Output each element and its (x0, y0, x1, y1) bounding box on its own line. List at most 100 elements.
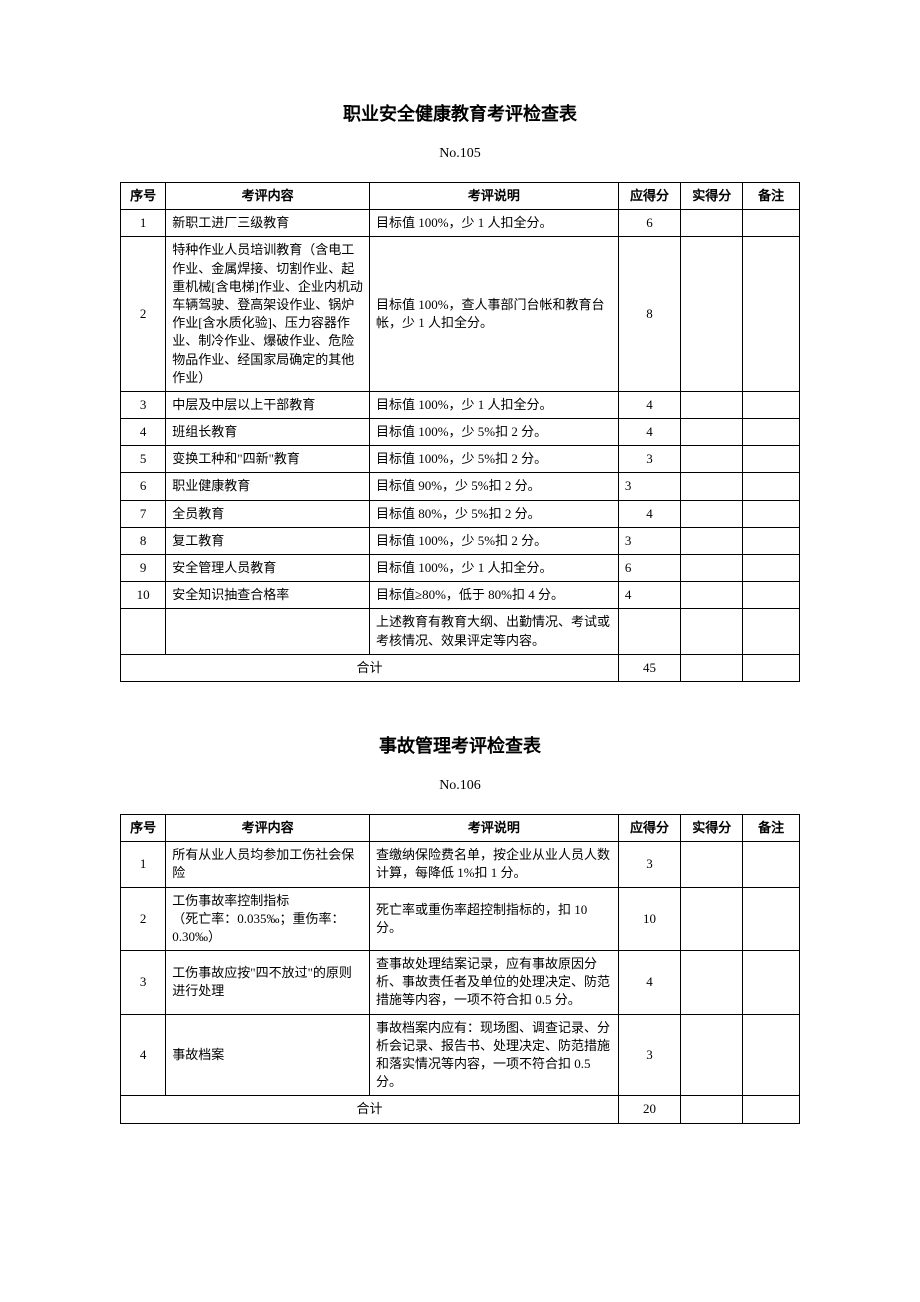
table-1-header-row: 序号 考评内容 考评说明 应得分 实得分 备注 (121, 183, 800, 210)
desc-cell: 目标值 90%，少 5%扣 2 分。 (369, 473, 618, 500)
note-cell (743, 609, 800, 654)
col-seq-header: 序号 (121, 814, 166, 841)
seq-cell: 5 (121, 446, 166, 473)
content-cell (166, 609, 370, 654)
desc-cell: 查缴纳保险费名单，按企业从业人员人数计算，每降低 1%扣 1 分。 (369, 842, 618, 887)
content-cell: 事故档案 (166, 1014, 370, 1096)
seq-cell: 2 (121, 237, 166, 392)
score-cell: 4 (618, 582, 680, 609)
desc-cell: 死亡率或重伤率超控制指标的，扣 10 分。 (369, 887, 618, 951)
content-cell: 新职工进厂三级教育 (166, 210, 370, 237)
content-cell: 职业健康教育 (166, 473, 370, 500)
seq-cell: 7 (121, 500, 166, 527)
table-row: 4事故档案事故档案内应有：现场图、调查记录、分析会记录、报告书、处理决定、防范措… (121, 1014, 800, 1096)
desc-cell: 目标值 80%，少 5%扣 2 分。 (369, 500, 618, 527)
actual-cell (681, 527, 743, 554)
total-note (743, 1096, 800, 1123)
table-row: 3工伤事故应按"四不放过"的原则进行处理查事故处理结案记录，应有事故原因分析、事… (121, 951, 800, 1015)
table-2-title: 事故管理考评检查表 (120, 732, 800, 758)
table-row: 5变换工种和"四新"教育目标值 100%，少 5%扣 2 分。3 (121, 446, 800, 473)
score-cell: 8 (618, 237, 680, 392)
seq-cell: 1 (121, 842, 166, 887)
table-row: 7全员教育目标值 80%，少 5%扣 2 分。4 (121, 500, 800, 527)
table-1: 序号 考评内容 考评说明 应得分 实得分 备注 1新职工进厂三级教育目标值 10… (120, 182, 800, 682)
actual-cell (681, 842, 743, 887)
content-cell: 变换工种和"四新"教育 (166, 446, 370, 473)
table-2-total-row: 合计 20 (121, 1096, 800, 1123)
table-row: 9安全管理人员教育目标值 100%，少 1 人扣全分。6 (121, 555, 800, 582)
score-cell: 3 (618, 473, 680, 500)
note-cell (743, 391, 800, 418)
score-cell: 6 (618, 555, 680, 582)
table-1-body: 1新职工进厂三级教育目标值 100%，少 1 人扣全分。62特种作业人员培训教育… (121, 210, 800, 655)
score-cell: 4 (618, 391, 680, 418)
actual-cell (681, 237, 743, 392)
table-row: 8复工教育目标值 100%，少 5%扣 2 分。3 (121, 527, 800, 554)
col-seq-header: 序号 (121, 183, 166, 210)
score-cell: 3 (618, 446, 680, 473)
actual-cell (681, 609, 743, 654)
desc-cell: 目标值 100%，少 1 人扣全分。 (369, 391, 618, 418)
actual-cell (681, 951, 743, 1015)
col-desc-header: 考评说明 (369, 183, 618, 210)
desc-cell: 目标值 100%，少 5%扣 2 分。 (369, 446, 618, 473)
actual-cell (681, 582, 743, 609)
note-cell (743, 1014, 800, 1096)
note-cell (743, 473, 800, 500)
col-note-header: 备注 (743, 183, 800, 210)
table-1-title: 职业安全健康教育考评检查表 (120, 100, 800, 126)
total-label: 合计 (121, 654, 619, 681)
actual-cell (681, 887, 743, 951)
desc-cell: 事故档案内应有：现场图、调查记录、分析会记录、报告书、处理决定、防范措施和落实情… (369, 1014, 618, 1096)
actual-cell (681, 419, 743, 446)
col-score-header: 应得分 (618, 183, 680, 210)
table-row: 3中层及中层以上干部教育目标值 100%，少 1 人扣全分。4 (121, 391, 800, 418)
total-actual (681, 654, 743, 681)
content-cell: 复工教育 (166, 527, 370, 554)
actual-cell (681, 500, 743, 527)
score-cell: 10 (618, 887, 680, 951)
score-cell: 3 (618, 842, 680, 887)
content-cell: 班组长教育 (166, 419, 370, 446)
table-row: 10安全知识抽查合格率目标值≥80%，低于 80%扣 4 分。4 (121, 582, 800, 609)
score-cell: 3 (618, 1014, 680, 1096)
content-cell: 安全知识抽查合格率 (166, 582, 370, 609)
content-cell: 工伤事故应按"四不放过"的原则进行处理 (166, 951, 370, 1015)
table-2: 序号 考评内容 考评说明 应得分 实得分 备注 1所有从业人员均参加工伤社会保险… (120, 814, 800, 1124)
total-note (743, 654, 800, 681)
table-row: 1新职工进厂三级教育目标值 100%，少 1 人扣全分。6 (121, 210, 800, 237)
seq-cell: 10 (121, 582, 166, 609)
content-cell: 所有从业人员均参加工伤社会保险 (166, 842, 370, 887)
table-row: 2特种作业人员培训教育（含电工作业、金属焊接、切割作业、起重机械[含电梯]作业、… (121, 237, 800, 392)
desc-cell: 目标值 100%，少 5%扣 2 分。 (369, 419, 618, 446)
content-cell: 工伤事故率控制指标 （死亡率：0.035‰；重伤率：0.30‰） (166, 887, 370, 951)
actual-cell (681, 391, 743, 418)
seq-cell: 1 (121, 210, 166, 237)
actual-cell (681, 446, 743, 473)
content-cell: 全员教育 (166, 500, 370, 527)
note-cell (743, 446, 800, 473)
note-cell (743, 582, 800, 609)
table-2-subtitle: No.106 (120, 778, 800, 794)
table-row: 4班组长教育目标值 100%，少 5%扣 2 分。4 (121, 419, 800, 446)
content-cell: 安全管理人员教育 (166, 555, 370, 582)
note-cell (743, 527, 800, 554)
seq-cell: 2 (121, 887, 166, 951)
col-desc-header: 考评说明 (369, 814, 618, 841)
seq-cell: 8 (121, 527, 166, 554)
seq-cell: 6 (121, 473, 166, 500)
table-1-total-row: 合计 45 (121, 654, 800, 681)
seq-cell: 4 (121, 1014, 166, 1096)
actual-cell (681, 210, 743, 237)
col-content-header: 考评内容 (166, 814, 370, 841)
score-cell (618, 609, 680, 654)
seq-cell: 9 (121, 555, 166, 582)
col-score-header: 应得分 (618, 814, 680, 841)
content-cell: 特种作业人员培训教育（含电工作业、金属焊接、切割作业、起重机械[含电梯]作业、企… (166, 237, 370, 392)
note-cell (743, 237, 800, 392)
col-note-header: 备注 (743, 814, 800, 841)
note-cell (743, 951, 800, 1015)
table-row: 6职业健康教育目标值 90%，少 5%扣 2 分。3 (121, 473, 800, 500)
table-row: 2工伤事故率控制指标 （死亡率：0.035‰；重伤率：0.30‰）死亡率或重伤率… (121, 887, 800, 951)
total-actual (681, 1096, 743, 1123)
